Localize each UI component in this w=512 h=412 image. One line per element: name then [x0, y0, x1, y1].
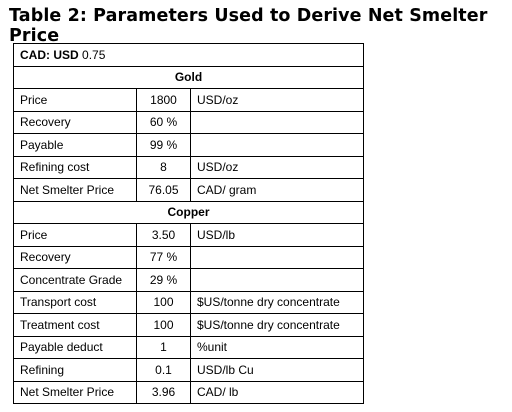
- value-cell: 3.96: [136, 380, 191, 404]
- parameter-cell: Price: [13, 223, 137, 247]
- section-row: Copper: [13, 200, 364, 224]
- section-row: Gold: [13, 65, 364, 89]
- unit-cell: CAD/ lb: [190, 380, 364, 404]
- exchange-cell: CAD: USD 0.75: [13, 43, 364, 67]
- exchange-value: 0.75: [82, 47, 106, 62]
- parameter-row: Concentrate Grade 29 %: [13, 268, 364, 292]
- parameter-row: Net Smelter Price 3.96 CAD/ lb: [13, 380, 364, 404]
- section-header: Gold: [13, 65, 364, 89]
- value-cell: 3.50: [136, 223, 191, 247]
- unit-cell: $US/tonne dry concentrate: [190, 313, 364, 337]
- unit-cell: %unit: [190, 335, 364, 359]
- value-cell: 1800: [136, 88, 191, 112]
- title: Table 2: Parameters Used to Derive Net S…: [9, 6, 488, 46]
- parameter-row: Net Smelter Price 76.05 CAD/ gram: [13, 178, 364, 202]
- unit-cell: USD/oz: [190, 88, 364, 112]
- parameter-cell: Concentrate Grade: [13, 268, 137, 292]
- value-cell: 0.1: [136, 358, 191, 382]
- parameter-row: Transport cost 100 $US/tonne dry concentra…: [13, 290, 364, 314]
- unit-cell: USD/lb Cu: [190, 358, 364, 382]
- value-cell: 77 %: [136, 245, 191, 269]
- unit-cell: CAD/ gram: [190, 178, 364, 202]
- parameter-cell: Transport cost: [13, 290, 137, 314]
- unit-cell: USD/oz: [190, 155, 364, 179]
- parameter-cell: Price: [13, 88, 137, 112]
- unit-cell: [190, 110, 364, 134]
- parameter-cell: Treatment cost: [13, 313, 137, 337]
- parameter-cell: Net Smelter Price: [13, 178, 137, 202]
- parameter-cell: Recovery: [13, 110, 137, 134]
- unit-cell: [190, 268, 364, 292]
- parameter-row: Refining cost 8 USD/oz: [13, 155, 364, 179]
- parameter-cell: Net Smelter Price: [13, 380, 137, 404]
- parameter-cell: Refining cost: [13, 155, 137, 179]
- value-cell: 99 %: [136, 133, 191, 157]
- section-header: Copper: [13, 200, 364, 224]
- parameter-row: Payable 99 %: [13, 133, 364, 157]
- value-cell: 100: [136, 313, 191, 337]
- value-cell: 29 %: [136, 268, 191, 292]
- unit-cell: [190, 133, 364, 157]
- parameter-row: Payable deduct 1 %unit: [13, 335, 364, 359]
- parameter-row: Recovery 60 %: [13, 110, 364, 134]
- value-cell: 8: [136, 155, 191, 179]
- parameter-row: Recovery 77 %: [13, 245, 364, 269]
- parameter-cell: Payable deduct: [13, 335, 137, 359]
- value-cell: 60 %: [136, 110, 191, 134]
- unit-cell: [190, 245, 364, 269]
- parameter-cell: Recovery: [13, 245, 137, 269]
- unit-cell: $US/tonne dry concentrate: [190, 290, 364, 314]
- parameter-row: Treatment cost 100 $US/tonne dry concentra…: [13, 313, 364, 337]
- parameter-row: Price 3.50 USD/lb: [13, 223, 364, 247]
- parameter-row: Refining 0.1 USD/lb Cu: [13, 358, 364, 382]
- parameter-row: Price 1800 USD/oz: [13, 88, 364, 112]
- parameters-table: CAD: USD 0.75 Gold Price 1800 USD/oz Recover…: [13, 43, 364, 404]
- exchange-label: CAD: USD: [20, 47, 79, 62]
- unit-cell: USD/lb: [190, 223, 364, 247]
- value-cell: 100: [136, 290, 191, 314]
- value-cell: 76.05: [136, 178, 191, 202]
- parameter-cell: Refining: [13, 358, 137, 382]
- table-body: CAD: USD 0.75 Gold Price 1800 USD/oz Recover…: [13, 43, 364, 404]
- parameter-cell: Payable: [13, 133, 137, 157]
- exchange-row: CAD: USD 0.75: [13, 43, 364, 67]
- value-cell: 1: [136, 335, 191, 359]
